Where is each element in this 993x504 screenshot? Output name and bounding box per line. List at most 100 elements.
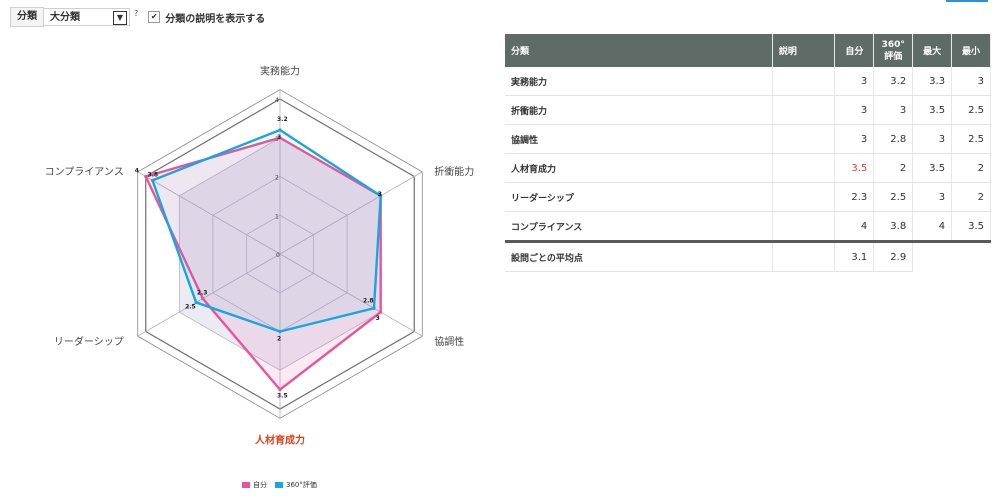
cell-max: 3 (912, 124, 953, 154)
cell-average-360: 2.9 (873, 240, 914, 272)
table-row: コンプライアンス 4 3.8 4 3.5 (505, 211, 991, 242)
self-point (144, 174, 148, 179)
show-description-checkbox[interactable]: ✔ (148, 11, 161, 23)
header-description: 説明 (772, 34, 836, 67)
data-label: 2.8 (363, 297, 374, 304)
cell-category: リーダーシップ (505, 182, 773, 212)
data-label: 2.5 (185, 303, 196, 310)
axis-label: リーダーシップ (54, 335, 124, 348)
top-right-accent-line (946, 0, 988, 2)
self-point (379, 310, 383, 314)
cell-max: 3.3 (912, 67, 953, 96)
cell-category: 人材育成力 (505, 153, 773, 183)
eval360-point (278, 329, 282, 334)
self-point (201, 296, 205, 301)
eval360-point (278, 128, 282, 132)
cell-category: 協調性 (505, 124, 773, 154)
cell-average-blank (912, 240, 952, 272)
cell-min: 3 (951, 67, 991, 96)
axis-label: 人材育成力 (255, 433, 305, 446)
table-average-row: 設問ごとの平均点 3.1 2.9 (505, 240, 991, 272)
legend-item-self[interactable]: 自分 (242, 480, 267, 490)
eval360-point (372, 306, 376, 310)
category-select-value: 大分類 (50, 12, 80, 23)
table-row: リーダーシップ 2.3 2.5 3 2 (505, 182, 991, 212)
cell-self: 3.5 (834, 153, 875, 183)
radar-spoke (279, 253, 423, 337)
eval360-point (194, 300, 198, 305)
legend-label-self: 自分 (253, 481, 267, 489)
legend-swatch-self (242, 482, 250, 488)
radar-spoke (137, 171, 281, 255)
header-self: 自分 (834, 34, 875, 67)
legend-item-360[interactable]: 360°評価 (275, 480, 317, 490)
axis-label: 実務能力 (260, 65, 300, 78)
cell-min: 2.5 (951, 124, 991, 154)
eval360-point (379, 194, 383, 198)
cell-360: 3 (873, 95, 914, 125)
help-icon[interactable]: ? (134, 8, 139, 18)
cell-min: 3.5 (951, 211, 991, 242)
data-label: 3 (277, 134, 281, 141)
cell-average-desc (772, 240, 836, 272)
show-description-label: 分類の説明を表示する (165, 13, 266, 25)
category-label: 分類 (10, 7, 44, 27)
show-description-toggle[interactable]: ✔ 分類の説明を表示する (148, 10, 265, 25)
header-category: 分類 (505, 34, 773, 67)
cell-360: 2.8 (873, 124, 914, 154)
cell-description (772, 67, 836, 96)
radar-chart: 012343333.52.343.232.822.53.8実務能力折衝能力協調性… (45, 65, 475, 447)
cell-self: 3 (834, 124, 875, 154)
legend-swatch-360 (275, 482, 283, 488)
cell-average-self: 3.1 (834, 240, 875, 272)
cell-average-blank (951, 240, 991, 272)
table-row: 協調性 3 2.8 3 2.5 (505, 124, 991, 154)
cell-category: コンプライアンス (505, 211, 773, 242)
cell-360: 3.2 (873, 67, 914, 96)
cell-description (772, 95, 836, 125)
cell-min: 2.5 (951, 95, 991, 125)
cell-max: 4 (912, 211, 953, 242)
data-label: 3 (378, 191, 382, 198)
header-max: 最大 (912, 34, 953, 67)
cell-360: 3.8 (873, 211, 914, 242)
data-label: 3 (376, 315, 380, 322)
cell-max: 3.5 (912, 153, 953, 183)
axis-label: コンプライアンス (45, 166, 124, 178)
data-label: 3.8 (147, 171, 158, 178)
table-row: 折衝能力 3 3 3.5 2.5 (505, 95, 991, 125)
radar-spoke (137, 253, 281, 337)
cell-max: 3 (912, 182, 953, 212)
score-table: 分類 説明 自分 360° 評価 最大 最小 実務能力 3 3.2 3.3 3 折衝能力 3… (505, 34, 991, 272)
data-label: 3.5 (277, 393, 288, 400)
data-label: 3.2 (277, 116, 288, 123)
tick-label: 4 (275, 97, 279, 104)
data-label: 2.3 (197, 290, 208, 297)
self-point (278, 388, 282, 392)
data-label: 3 (378, 191, 382, 198)
cell-self: 4 (834, 211, 875, 242)
chevron-down-icon[interactable]: ▼ (113, 11, 127, 25)
tick-label: 0 (276, 252, 280, 259)
cell-category: 折衝能力 (505, 95, 773, 125)
cell-360: 2.5 (873, 182, 914, 212)
data-label: 2 (277, 336, 281, 343)
cell-360: 2 (873, 153, 914, 183)
cell-category: 実務能力 (505, 67, 773, 96)
cell-min: 2 (951, 153, 991, 183)
self-point (278, 136, 282, 140)
table-row: 実務能力 3 3.2 3.3 3 (505, 67, 991, 96)
tick-label: 1 (275, 213, 279, 220)
cell-max: 3.5 (912, 95, 953, 125)
cell-self: 3 (834, 67, 875, 96)
cell-min: 2 (951, 182, 991, 212)
table-header-row: 分類 説明 自分 360° 評価 最大 最小 (505, 34, 991, 67)
header-min: 最小 (951, 34, 991, 67)
category-filter-bar: 分類 大分類 ▼ ? ✔ 分類の説明を表示する (10, 7, 265, 27)
tick-label: 2 (275, 175, 279, 182)
cell-description (772, 124, 836, 154)
category-select[interactable]: 大分類 ▼ (44, 8, 130, 26)
axis-label: 協調性 (434, 335, 464, 348)
cell-description (772, 211, 836, 242)
legend-label-360: 360°評価 (286, 481, 317, 489)
